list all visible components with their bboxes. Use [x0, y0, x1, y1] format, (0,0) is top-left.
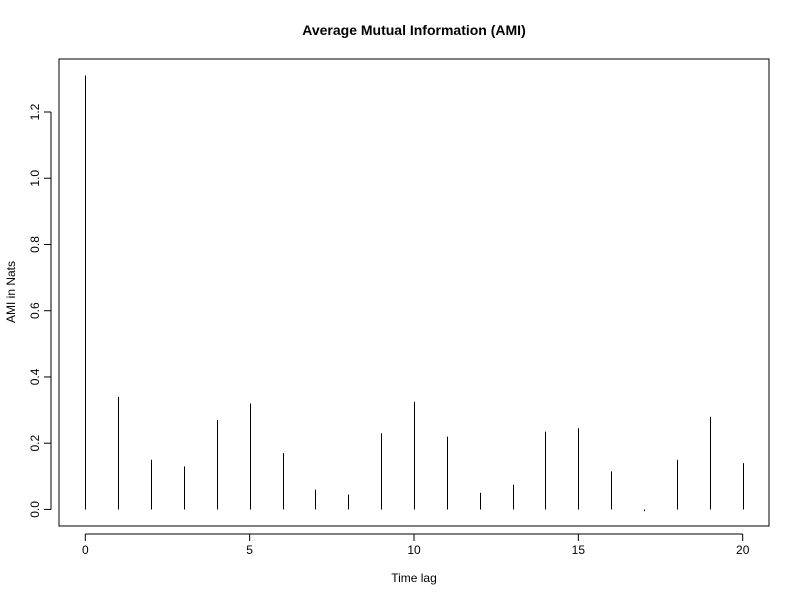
x-axis-label: Time lag	[391, 571, 437, 585]
x-tick-label: 5	[246, 543, 253, 557]
y-tick-label: 0.0	[28, 501, 42, 518]
x-tick-label: 10	[407, 543, 421, 557]
y-tick-label: 1.2	[28, 103, 42, 120]
x-tick-label: 20	[736, 543, 750, 557]
y-tick-label: 0.4	[28, 368, 42, 385]
y-tick-label: 1.0	[28, 170, 42, 187]
chart-title: Average Mutual Information (AMI)	[302, 22, 526, 38]
y-tick-label: 0.8	[28, 236, 42, 253]
x-tick-label: 15	[572, 543, 586, 557]
y-axis-label: AMI in Nats	[4, 261, 18, 323]
x-axis: 0 5 10 15 20	[82, 533, 750, 557]
y-tick-label: 0.6	[28, 302, 42, 319]
x-tick-label: 0	[82, 543, 89, 557]
y-tick-label: 0.2	[28, 435, 42, 452]
plot-frame	[58, 58, 770, 527]
ami-series	[85, 75, 744, 512]
y-axis: 0.0 0.2 0.4 0.6 0.8 1.0 1.2	[28, 103, 52, 518]
